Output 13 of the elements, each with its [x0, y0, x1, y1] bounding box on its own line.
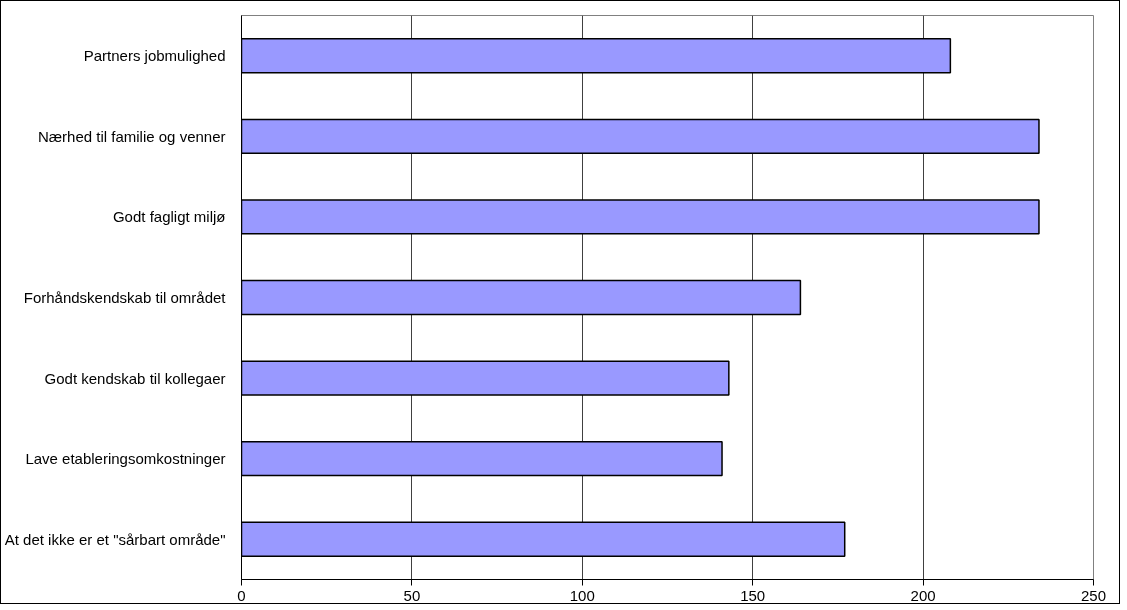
y-tick-label: Godt kendskab til kollegaer	[44, 369, 226, 387]
y-tick-label: Lave etableringsomkostninger	[25, 450, 226, 468]
x-tick-label: 100	[569, 586, 595, 604]
y-tick-label: Nærhed til familie og venner	[37, 127, 226, 145]
x-tick-label: 250	[1080, 586, 1107, 604]
x-tick-label: 0	[237, 586, 246, 604]
y-tick-label: At det ikke er et "sårbart område"	[4, 530, 226, 548]
y-tick-label: Godt fagligt miljø	[112, 208, 226, 226]
x-tick-label: 150	[740, 586, 766, 604]
x-tick-label: 50	[403, 586, 421, 604]
y-tick-label: Forhåndskendskab til området	[23, 289, 227, 306]
y-tick-label: Partners jobmulighed	[83, 47, 226, 65]
x-tick-label: 200	[910, 586, 936, 604]
